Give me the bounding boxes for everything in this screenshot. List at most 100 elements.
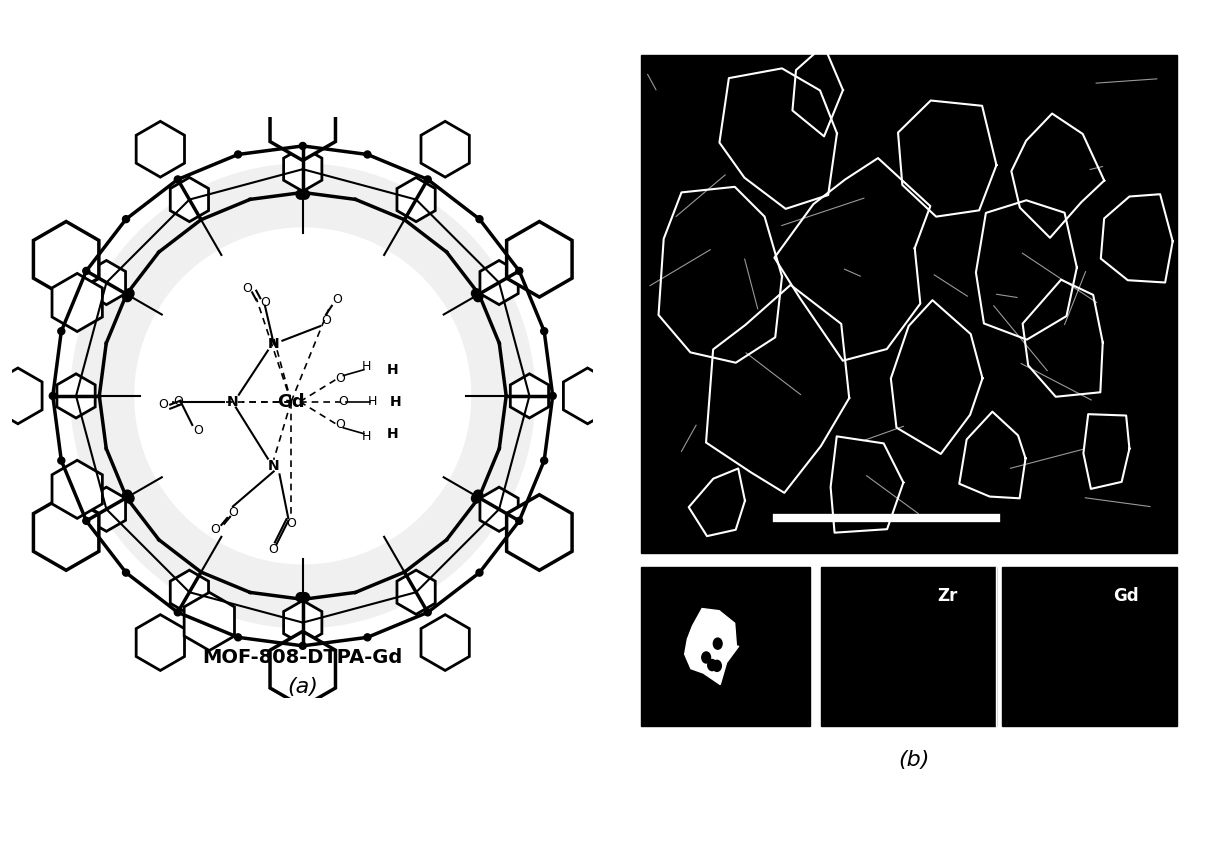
- Text: H: H: [368, 395, 377, 408]
- Polygon shape: [0, 368, 42, 424]
- Circle shape: [295, 190, 305, 200]
- Circle shape: [471, 494, 481, 503]
- Circle shape: [125, 289, 134, 298]
- Polygon shape: [510, 374, 549, 418]
- Polygon shape: [563, 368, 612, 424]
- Circle shape: [707, 660, 717, 671]
- Circle shape: [58, 328, 65, 335]
- Circle shape: [424, 176, 431, 183]
- Circle shape: [472, 290, 482, 300]
- Polygon shape: [52, 460, 103, 519]
- Polygon shape: [136, 121, 184, 177]
- Text: H: H: [388, 363, 398, 377]
- Circle shape: [365, 634, 371, 641]
- Polygon shape: [52, 273, 103, 331]
- Polygon shape: [421, 615, 470, 671]
- Circle shape: [50, 392, 56, 399]
- Circle shape: [122, 490, 132, 499]
- Circle shape: [476, 569, 483, 576]
- Circle shape: [471, 289, 481, 298]
- Polygon shape: [171, 177, 208, 222]
- Circle shape: [82, 267, 90, 274]
- Polygon shape: [136, 615, 184, 671]
- Text: O: O: [321, 314, 331, 327]
- Circle shape: [702, 652, 711, 663]
- Polygon shape: [283, 600, 322, 644]
- Polygon shape: [480, 261, 518, 305]
- Circle shape: [299, 143, 306, 149]
- Circle shape: [134, 228, 471, 565]
- Polygon shape: [506, 222, 572, 297]
- Text: Zr: Zr: [937, 588, 958, 605]
- Circle shape: [122, 569, 130, 576]
- Circle shape: [472, 492, 482, 502]
- Circle shape: [295, 593, 305, 602]
- Circle shape: [122, 216, 130, 222]
- Circle shape: [82, 517, 90, 525]
- Text: O: O: [211, 523, 220, 536]
- Circle shape: [298, 593, 308, 602]
- Circle shape: [70, 163, 535, 628]
- Text: (b): (b): [899, 751, 930, 770]
- Text: O: O: [339, 395, 349, 408]
- Circle shape: [713, 638, 722, 649]
- Polygon shape: [480, 487, 518, 531]
- Text: O: O: [228, 506, 237, 519]
- Circle shape: [174, 176, 182, 183]
- Circle shape: [424, 609, 431, 616]
- Polygon shape: [34, 495, 99, 571]
- Circle shape: [300, 190, 310, 200]
- Text: O: O: [335, 372, 345, 385]
- Text: MOF-808-DTPA-Gd: MOF-808-DTPA-Gd: [202, 648, 403, 667]
- Polygon shape: [506, 495, 572, 571]
- Text: O: O: [286, 517, 295, 531]
- Circle shape: [235, 151, 241, 158]
- Circle shape: [235, 634, 241, 641]
- Text: Gd: Gd: [1113, 588, 1138, 605]
- Text: N: N: [228, 395, 239, 408]
- Text: O: O: [269, 543, 279, 556]
- Polygon shape: [171, 571, 208, 615]
- Text: H: H: [388, 427, 398, 441]
- FancyBboxPatch shape: [821, 566, 997, 726]
- Polygon shape: [87, 487, 126, 531]
- Polygon shape: [397, 571, 435, 615]
- Text: O: O: [260, 296, 270, 309]
- Circle shape: [540, 328, 547, 335]
- Circle shape: [516, 517, 523, 525]
- Polygon shape: [270, 85, 335, 160]
- Circle shape: [540, 457, 547, 464]
- Circle shape: [550, 392, 556, 399]
- Polygon shape: [684, 609, 739, 684]
- Text: H: H: [362, 360, 372, 374]
- Circle shape: [122, 292, 132, 301]
- Circle shape: [300, 593, 310, 602]
- Text: (a): (a): [287, 677, 318, 696]
- Circle shape: [174, 609, 182, 616]
- FancyBboxPatch shape: [641, 54, 1177, 553]
- Text: O: O: [335, 419, 345, 431]
- Polygon shape: [87, 261, 126, 305]
- FancyBboxPatch shape: [641, 566, 810, 726]
- Text: O: O: [173, 395, 183, 408]
- Circle shape: [124, 492, 133, 502]
- Circle shape: [58, 457, 65, 464]
- Text: H: H: [362, 430, 372, 443]
- Polygon shape: [270, 632, 335, 707]
- Circle shape: [474, 292, 483, 301]
- Polygon shape: [397, 177, 435, 222]
- Text: N: N: [268, 458, 280, 473]
- Polygon shape: [184, 593, 235, 650]
- Text: H: H: [390, 395, 402, 408]
- Circle shape: [299, 643, 306, 649]
- Text: Gd: Gd: [277, 393, 305, 411]
- Circle shape: [474, 490, 483, 499]
- Text: O: O: [333, 294, 343, 306]
- Polygon shape: [283, 147, 322, 191]
- Circle shape: [365, 151, 371, 158]
- FancyBboxPatch shape: [1001, 566, 1177, 726]
- Circle shape: [476, 216, 483, 222]
- Text: O: O: [194, 424, 203, 437]
- Circle shape: [125, 494, 134, 503]
- Text: O: O: [242, 282, 252, 295]
